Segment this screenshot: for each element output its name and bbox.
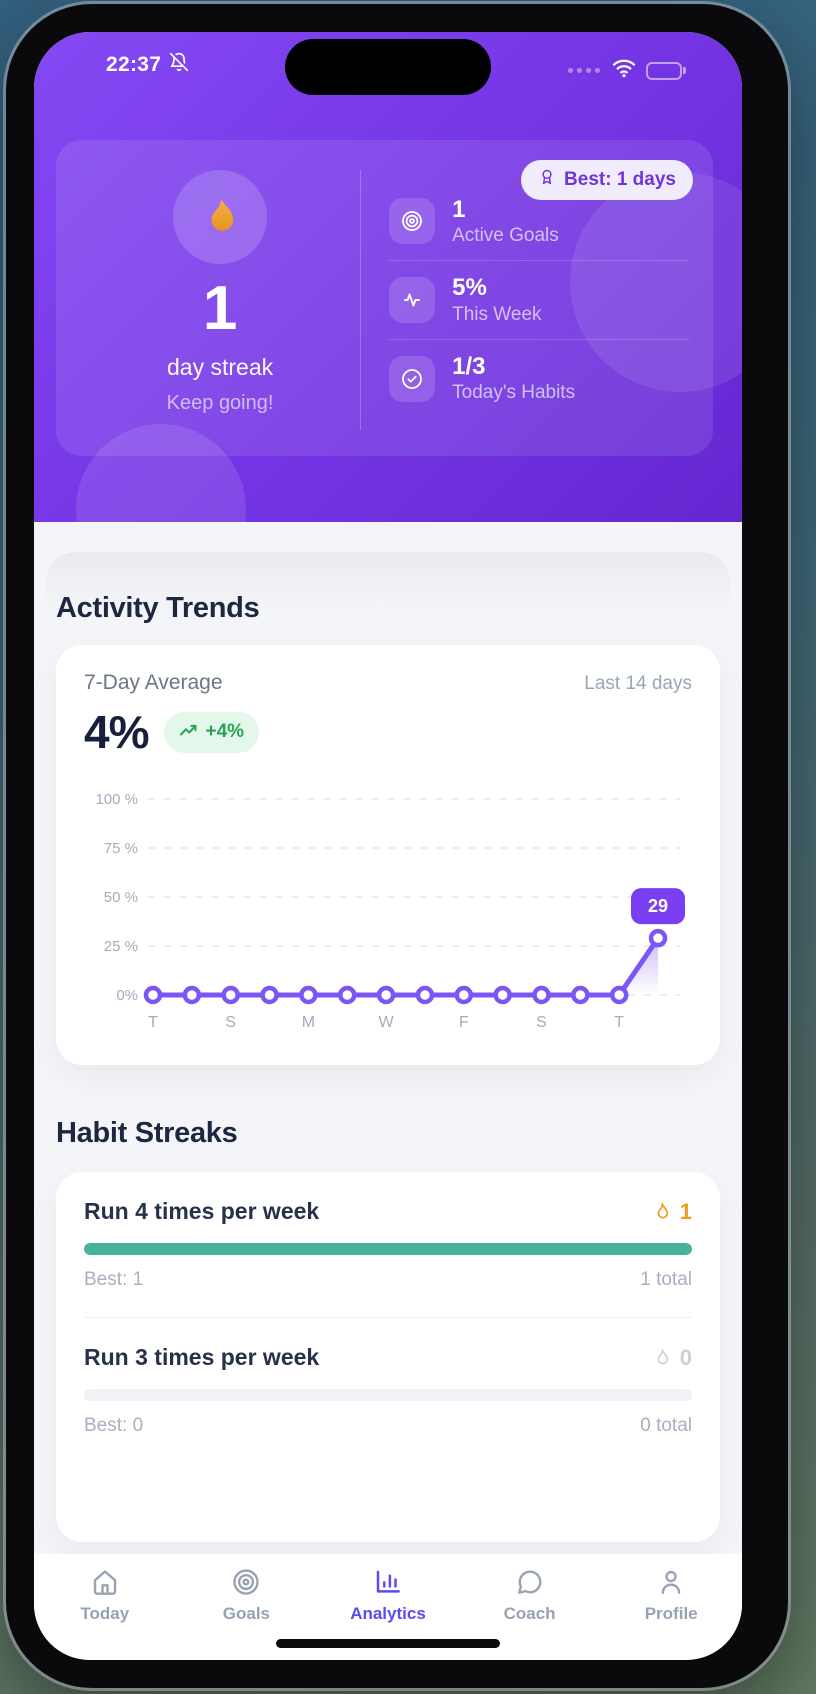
bar-chart-icon [376, 1570, 400, 1593]
flame-icon [211, 197, 234, 231]
svg-text:100 %: 100 % [95, 791, 138, 808]
svg-text:50 %: 50 % [104, 889, 138, 906]
habit-best: Best: 1 [84, 1269, 144, 1290]
nav-label: Goals [222, 1604, 271, 1623]
metric-value: 4% [84, 706, 149, 758]
best-streak-badge: Best: 1 days [521, 160, 693, 200]
svg-text:29: 29 [648, 896, 668, 916]
wifi-icon [611, 58, 637, 83]
range-label: Last 14 days [584, 673, 692, 694]
svg-text:25 %: 25 % [104, 938, 138, 955]
award-icon [538, 168, 556, 192]
stat-label: Active Goals [452, 225, 559, 247]
flame-circle [173, 170, 268, 264]
phone-frame: 22:37 [6, 4, 788, 1688]
habit-streak-count: 1 [652, 1199, 692, 1225]
stat-label: Today's Habits [452, 382, 576, 404]
nav-profile[interactable]: Profile [600, 1567, 742, 1660]
trend-chart[interactable]: 100 % 75 % 50 % 25 % 0% T S M W F S T 29 [84, 771, 692, 1041]
nav-label: Profile [644, 1604, 698, 1623]
streak-counter: 1 day streak Keep going! [80, 164, 360, 436]
svg-text:S: S [225, 1014, 236, 1031]
habit-streaks-card: Run 4 times per week 1 [56, 1172, 720, 1542]
stat-value: 5% [452, 274, 487, 302]
nav-label: Analytics [350, 1604, 426, 1623]
flame-icon [657, 1348, 668, 1364]
streak-header: 22:37 [34, 32, 742, 522]
delta-value: +4% [205, 721, 245, 742]
habit-progress-track [84, 1389, 692, 1401]
status-time: 22:37 [106, 52, 162, 76]
home-icon [93, 1570, 116, 1595]
streak-value: 1 [202, 274, 238, 343]
vertical-divider [360, 170, 362, 430]
home-indicator[interactable] [276, 1639, 500, 1648]
target-icon [233, 1569, 260, 1595]
habit-progress-track [84, 1243, 692, 1255]
delta-badge: +4% [164, 711, 260, 753]
activity-icon [389, 277, 436, 323]
habit-streaks-title: Habit Streaks [56, 1117, 238, 1149]
streak-unit-label: day streak [167, 354, 274, 380]
svg-text:T: T [614, 1014, 624, 1031]
nav-goals[interactable]: Goals [176, 1567, 318, 1660]
check-circle-icon [389, 355, 436, 402]
svg-text:T: T [148, 1014, 158, 1031]
target-icon [389, 198, 436, 245]
chat-icon [517, 1570, 542, 1594]
bottom-navigation: Today Goals Analytics [34, 1554, 742, 1660]
svg-text:W: W [379, 1014, 395, 1031]
stat-value: 1/3 [452, 352, 486, 380]
habit-name: Run 4 times per week [84, 1198, 320, 1224]
signal-dots-icon [567, 68, 600, 73]
stat-label: This Week [452, 303, 542, 325]
habit-best: Best: 0 [84, 1415, 144, 1436]
metric-label: 7-Day Average [84, 671, 223, 694]
stat-value: 1 [452, 195, 466, 223]
activity-trends-card: 7-Day Average Last 14 days 4% +4% [56, 645, 720, 1065]
flame-icon [657, 1202, 668, 1218]
stat-this-week: 5% This Week [389, 261, 689, 339]
nav-analytics[interactable]: Analytics [317, 1567, 459, 1660]
habit-total: 0 total [640, 1415, 692, 1436]
battery-icon [645, 61, 686, 80]
divider [84, 1317, 692, 1318]
nav-today[interactable]: Today [34, 1567, 176, 1660]
bell-off-icon [169, 52, 189, 77]
stat-todays-habits: 1/3 Today's Habits [389, 340, 689, 418]
habit-name: Run 3 times per week [84, 1344, 320, 1370]
status-bar: 22:37 [34, 32, 742, 98]
habit-row[interactable]: Run 3 times per week 0 [84, 1344, 692, 1437]
analytics-content: Activity Trends 7-Day Average Last 14 da… [34, 522, 742, 1542]
stat-active-goals: 1 Active Goals [389, 183, 689, 261]
trending-up-icon [179, 721, 198, 744]
decorative-circle [570, 172, 742, 392]
habit-total: 1 total [640, 1269, 692, 1290]
activity-trends-title: Activity Trends [56, 592, 260, 624]
svg-text:M: M [302, 1014, 315, 1031]
habit-row[interactable]: Run 4 times per week 1 [84, 1198, 692, 1291]
habit-streak-count: 0 [652, 1345, 692, 1371]
streak-summary-card: Best: 1 days [56, 140, 713, 456]
habit-progress-fill [84, 1243, 692, 1255]
nav-label: Coach [503, 1604, 556, 1623]
svg-text:F: F [459, 1014, 469, 1031]
nav-label: Today [80, 1604, 130, 1623]
divider [389, 338, 689, 340]
best-streak-label: Best: 1 days [564, 169, 676, 190]
svg-text:75 %: 75 % [104, 840, 138, 857]
svg-text:0%: 0% [116, 987, 138, 1004]
user-icon [661, 1570, 681, 1594]
divider [389, 260, 689, 262]
nav-coach[interactable]: Coach [459, 1567, 601, 1660]
streak-encouragement: Keep going! [166, 392, 274, 414]
svg-text:S: S [536, 1014, 547, 1031]
dynamic-island [285, 39, 491, 95]
header-stats: 1 Active Goals 5 [361, 164, 689, 436]
phone-screen: 22:37 [34, 32, 742, 1660]
